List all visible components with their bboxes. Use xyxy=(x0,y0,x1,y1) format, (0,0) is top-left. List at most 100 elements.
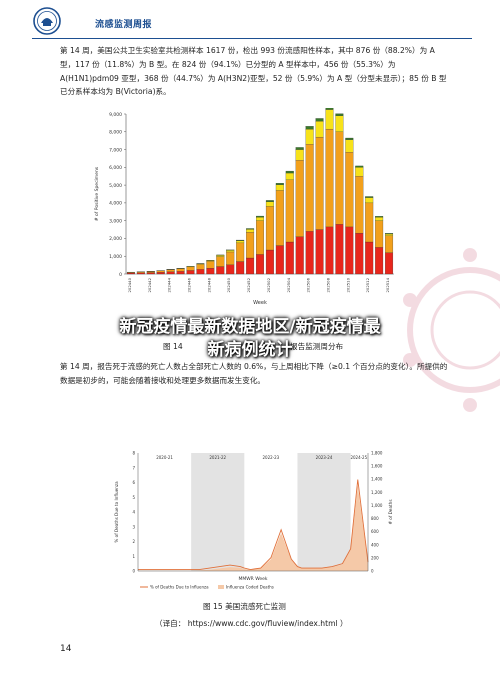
header-divider xyxy=(32,38,472,39)
bar-segment xyxy=(226,249,235,251)
x-tick-label: 202448 xyxy=(206,277,211,292)
x-tick-label: 202504 xyxy=(286,277,291,292)
bar-segment xyxy=(216,256,225,267)
season-band xyxy=(191,453,245,571)
bar-segment xyxy=(206,261,215,269)
x-tick-label: 202440 xyxy=(127,277,132,292)
bar-segment xyxy=(305,144,314,232)
bar-segment xyxy=(256,215,264,218)
page-number: 14 xyxy=(60,644,72,654)
bar-segment xyxy=(385,252,394,275)
x-tick-label: 202446 xyxy=(187,277,192,292)
x-tick-label: 202444 xyxy=(167,277,172,292)
x-axis-title: MMWR Week xyxy=(238,576,267,582)
bar-segment xyxy=(355,176,364,234)
season-band xyxy=(297,453,351,571)
y-axis-title: # of Positive Specimens xyxy=(94,166,100,221)
y-tick-label: 8,000 xyxy=(109,130,122,136)
left-tick-label: 4 xyxy=(132,510,135,515)
left-tick-label: 7 xyxy=(132,465,135,470)
percent-deaths-line xyxy=(138,479,369,570)
bar-segment xyxy=(305,231,314,275)
bar-segment xyxy=(256,216,264,221)
bar-segment xyxy=(305,128,314,145)
left-tick-label: 0 xyxy=(132,569,135,574)
right-axis-title: # of Deaths xyxy=(388,499,393,524)
bar-segment xyxy=(196,269,205,275)
bar-segment xyxy=(256,220,264,255)
left-tick-label: 3 xyxy=(132,524,135,529)
right-tick-label: 1,800 xyxy=(371,451,383,456)
x-tick-label: 202442 xyxy=(147,277,152,292)
bar-segment xyxy=(355,232,364,275)
bar-segment xyxy=(196,264,205,270)
legend-area-swatch xyxy=(218,585,224,589)
bar-segment xyxy=(176,271,185,275)
bar-segment xyxy=(236,240,245,244)
bar-segment xyxy=(275,245,284,275)
bar-segment xyxy=(345,137,354,140)
x-tick-label: 202506 xyxy=(306,277,311,292)
bar-segment xyxy=(136,271,145,273)
bar-segment xyxy=(136,272,145,275)
paragraph-deaths: 第 14 周，报告死于流感的死亡人数占全部死亡人数的 0.6%，与上周相比下降（… xyxy=(60,362,448,385)
bar-segment xyxy=(166,269,175,272)
influenza-deaths-chart: 2020-21 2021-22 2022-23 2023-24 2024-25 0 1 2 3 4… xyxy=(114,451,393,590)
x-tick-label: 202510 xyxy=(345,277,350,292)
y-tick-label: 9,000 xyxy=(109,112,122,118)
x-axis-title: Week xyxy=(253,300,267,306)
bar-segment xyxy=(375,216,384,218)
left-tick-label: 8 xyxy=(132,451,135,456)
bar-segment xyxy=(355,165,364,168)
season-label: 2024-25 xyxy=(350,455,367,460)
right-tick-label: 1,200 xyxy=(371,490,383,495)
bar-segment xyxy=(315,120,324,138)
bar-segment xyxy=(265,206,274,251)
y-tick-label: 4,000 xyxy=(109,201,122,207)
bar-segment xyxy=(295,149,304,161)
bar-segment xyxy=(166,271,175,275)
bar-segment xyxy=(315,229,324,275)
bar-segment xyxy=(256,254,264,275)
bar-segment xyxy=(345,152,354,228)
deaths-area xyxy=(138,485,368,571)
bar-segment xyxy=(365,196,374,198)
bar-segment xyxy=(275,183,284,185)
bar-segment xyxy=(176,268,185,272)
bar-segment xyxy=(295,147,304,150)
report-title: 流感监测周报 xyxy=(95,20,153,30)
bar-segment xyxy=(325,226,334,275)
left-tick-label: 1 xyxy=(132,554,135,559)
bar-segment xyxy=(226,250,235,253)
source-note: （译自： https://www.cdc.gov/fluview/index.h… xyxy=(155,619,348,628)
bar-segment xyxy=(295,160,304,237)
bar-segment xyxy=(246,232,255,259)
bar-segment xyxy=(246,228,255,230)
bar-segment xyxy=(275,184,284,191)
bar-segment xyxy=(246,229,255,233)
y-tick-label: 3,000 xyxy=(109,218,122,224)
right-tick-label: 200 xyxy=(371,555,379,560)
bar-segment xyxy=(285,241,294,275)
y-tick-label: 0 xyxy=(119,272,122,278)
x-tick-label: 202502 xyxy=(266,277,271,292)
bar-segment xyxy=(285,172,294,180)
y-tick-label: 2,000 xyxy=(109,236,122,242)
positive-specimens-chart: 0 1,000 2,000 3,000 4,000 5,000 6,000 7,000 8,00… xyxy=(94,108,394,306)
bar-segment xyxy=(206,260,215,262)
bar-segment xyxy=(345,226,354,275)
x-tick-label: 202452 xyxy=(246,277,251,292)
bar-segment xyxy=(295,236,304,275)
bar-segment xyxy=(335,224,344,275)
bar-segment xyxy=(265,200,274,202)
figure14-caption-label: 图 14 xyxy=(163,342,183,351)
left-tick-label: 2 xyxy=(132,539,135,544)
bar-segment xyxy=(385,233,394,236)
banner-title-line1: 新冠疫情最新数据地区/新冠疫情最 xyxy=(119,317,381,337)
bar-segment xyxy=(345,139,354,153)
bar-segment xyxy=(375,216,384,221)
bar-segment xyxy=(226,264,235,275)
right-tick-label: 1,400 xyxy=(371,477,383,482)
season-label: 2020-21 xyxy=(156,455,173,460)
